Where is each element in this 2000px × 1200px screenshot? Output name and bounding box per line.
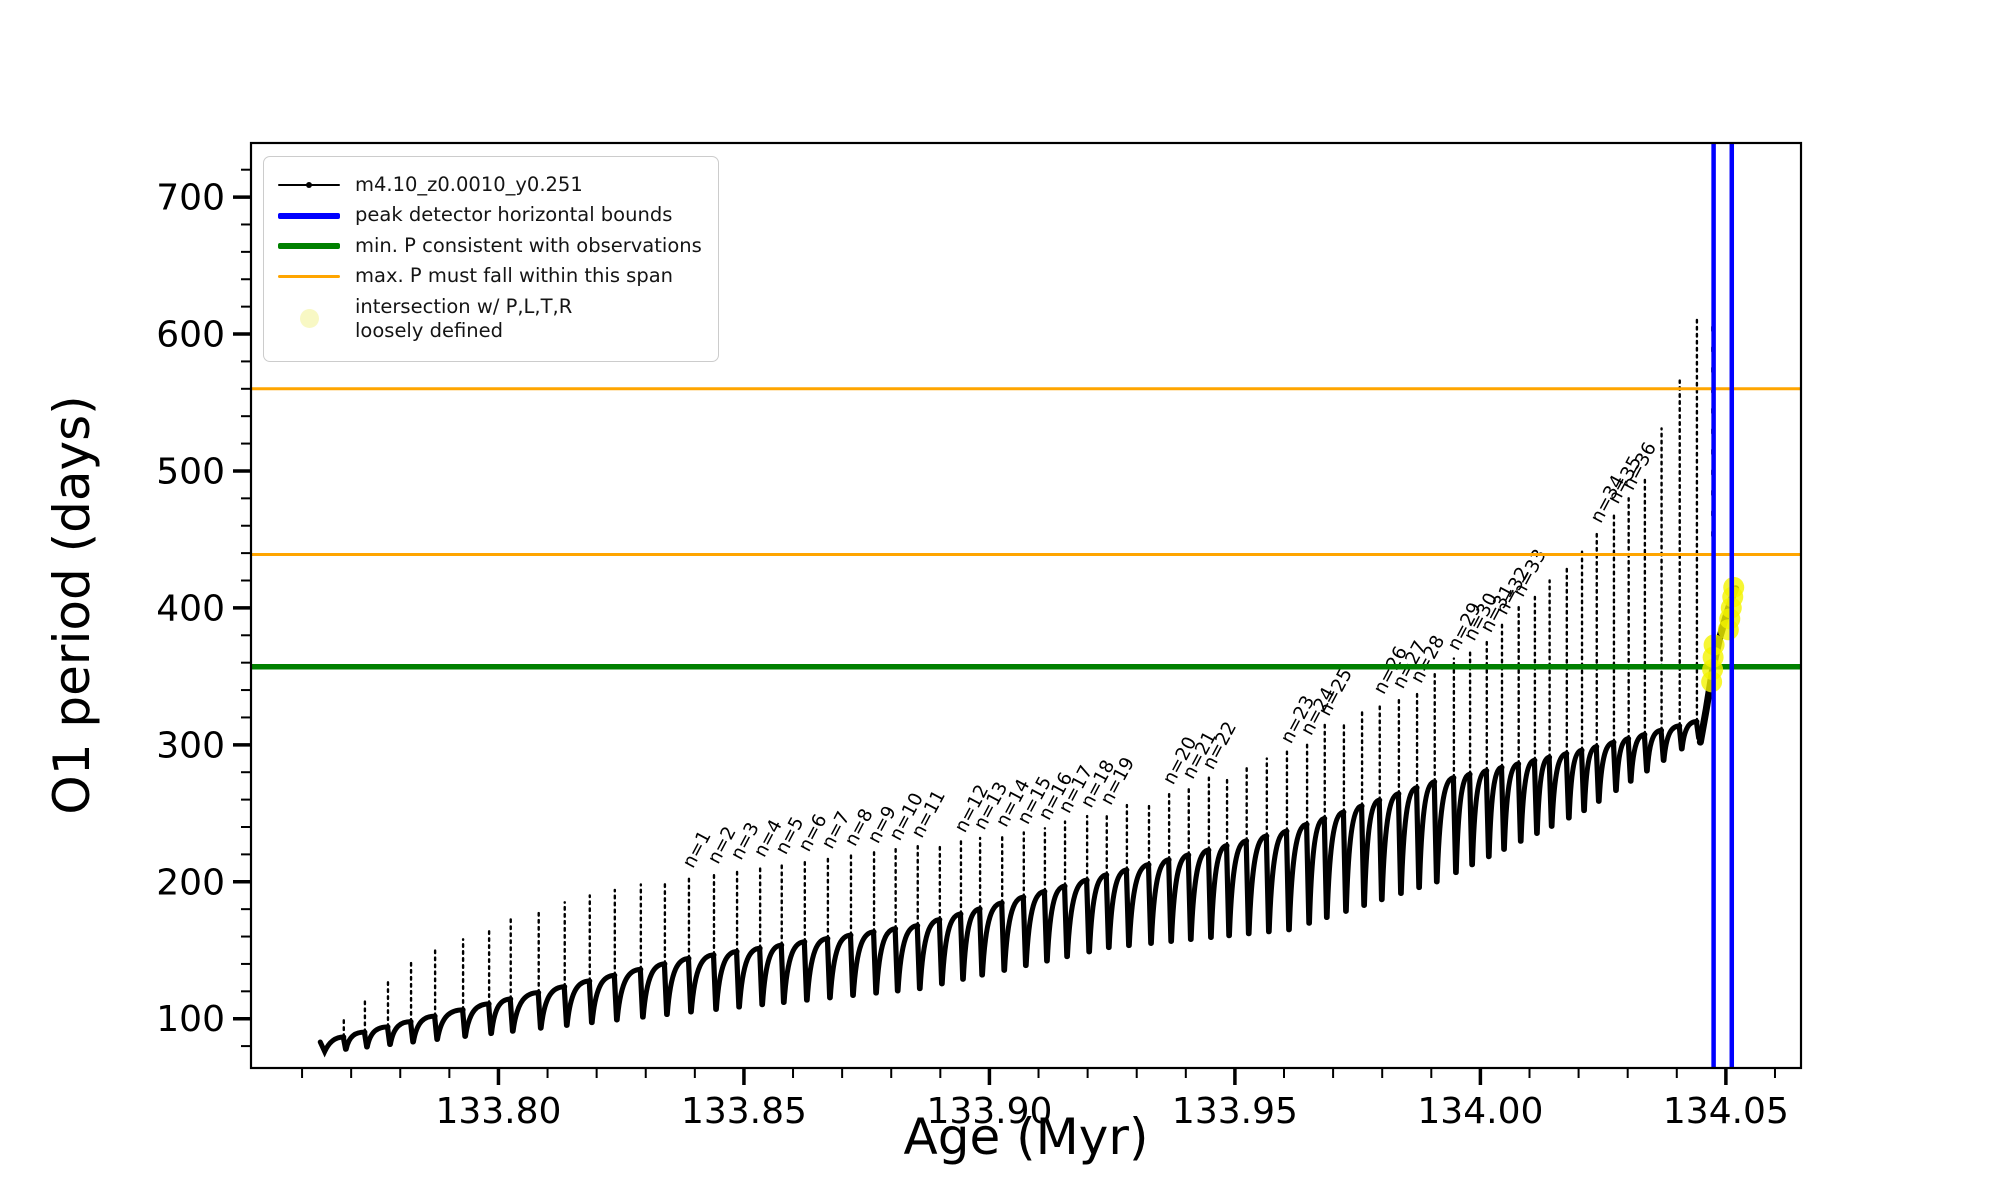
track-line-icon	[278, 182, 340, 189]
x-tick-label: 133.85	[681, 1091, 807, 1132]
axes: 133.80 133.85 133.90 133.95 134.00 134.05 100 2…	[156, 141, 1803, 1132]
green-line-icon	[278, 242, 340, 249]
legend: m4.10_z0.0010_y0.251 peak detector horiz…	[263, 156, 719, 363]
y-tick-label: 400	[156, 588, 225, 629]
intersection-markers	[1701, 576, 1745, 693]
legend-item-min-p-label: min. P consistent with observations	[355, 233, 702, 257]
legend-item-min-p: min. P consistent with observations	[278, 234, 702, 258]
x-tick-label: 133.90	[926, 1091, 1052, 1132]
x-tick-label: 133.95	[1172, 1091, 1298, 1132]
x-tick-label: 134.05	[1663, 1091, 1789, 1132]
y-tick-label: 300	[156, 725, 225, 766]
data-series	[317, 316, 1740, 1058]
x-axis-label: Age (Myr)	[903, 1108, 1149, 1166]
y-tick-label: 700	[156, 178, 225, 219]
legend-item-track: m4.10_z0.0010_y0.251	[278, 173, 702, 197]
y-tick-label: 100	[156, 999, 225, 1040]
y-axis-label: O1 period (days)	[43, 395, 101, 815]
legend-item-intersection-label: intersection w/ P,L,T,R loosely defined	[355, 294, 573, 342]
pulse-annotations: n=1n=2n=3n=4n=5n=6n=7n=8n=9n=10n=11 n=12n…	[679, 439, 1661, 872]
y-tick-label: 500	[156, 451, 225, 492]
y-tick-label: 200	[156, 862, 225, 903]
plot-frame	[249, 141, 1803, 1070]
orange-line-icon	[278, 274, 340, 278]
legend-item-max-p-label: max. P must fall within this span	[355, 264, 674, 288]
reference-hlines	[251, 387, 1801, 670]
legend-item-peak-bounds-label: peak detector horizontal bounds	[355, 203, 673, 227]
blue-line-icon	[278, 212, 340, 219]
x-tick-label: 133.80	[435, 1091, 561, 1132]
legend-item-peak-bounds: peak detector horizontal bounds	[278, 203, 702, 227]
legend-item-intersection: intersection w/ P,L,T,R loosely defined	[278, 295, 702, 344]
pale-yellow-dot-icon	[278, 309, 340, 329]
peak-detector-bounds	[1711, 143, 1735, 1068]
legend-item-max-p: max. P must fall within this span	[278, 264, 702, 288]
legend-item-track-label: m4.10_z0.0010_y0.251	[355, 173, 583, 196]
x-tick-label: 134.00	[1417, 1091, 1543, 1132]
y-tick-label: 600	[156, 315, 225, 356]
